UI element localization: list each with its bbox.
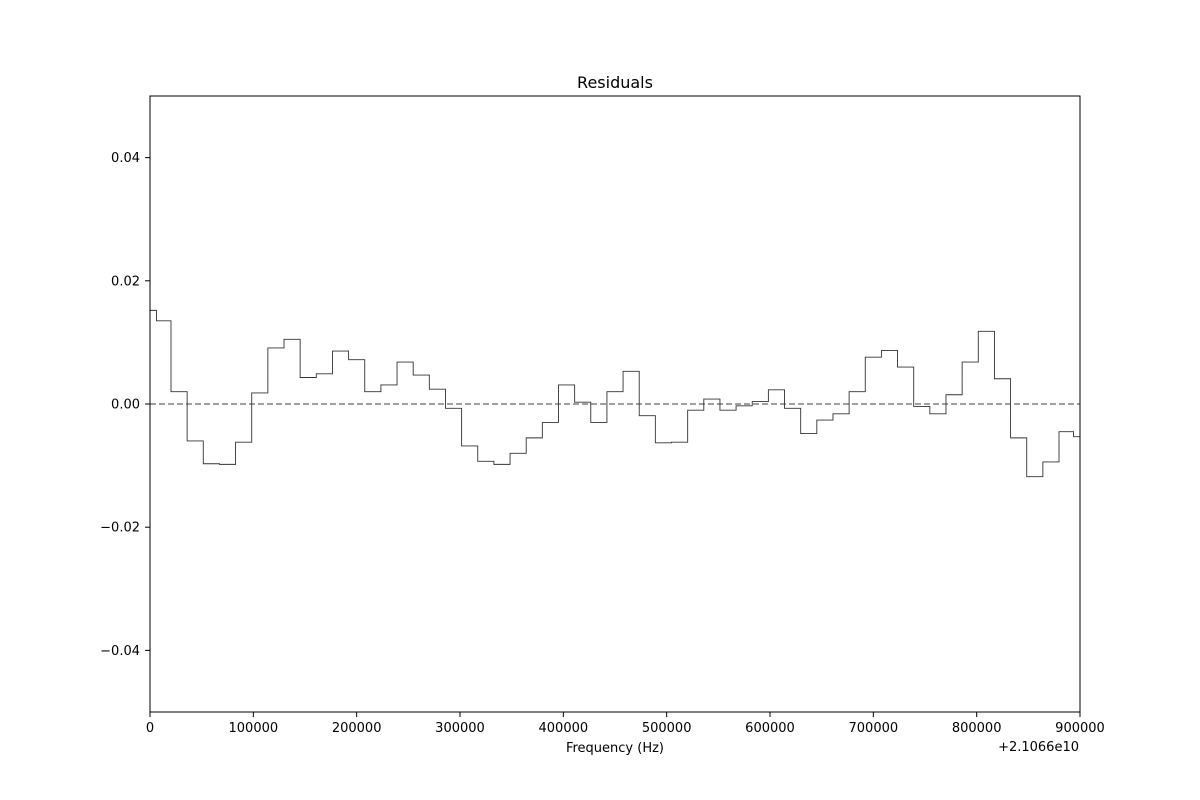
y-tick-label: −0.04 [100, 644, 140, 659]
x-axis: 0 100000 200000 300000 400000 500000 600000 700… [146, 712, 1105, 736]
x-tick-label: 900000 [1055, 721, 1105, 736]
x-tick-label: 300000 [435, 721, 485, 736]
x-tick-label: 400000 [539, 721, 589, 736]
y-tick-label: 0.04 [111, 151, 140, 166]
x-tick-label: 700000 [849, 721, 899, 736]
y-tick-label: −0.02 [100, 521, 140, 536]
x-tick-label: 800000 [952, 721, 1002, 736]
x-tick-label: 200000 [332, 721, 382, 736]
y-axis: −0.04 −0.02 0.00 0.02 0.04 [100, 151, 150, 659]
x-axis-label: Frequency (Hz) [566, 741, 664, 756]
y-tick-label: 0.02 [111, 274, 140, 289]
residual-series-line-0 [150, 309, 1080, 478]
chart-title: Residuals [577, 73, 653, 92]
x-tick-label: 100000 [229, 721, 279, 736]
x-tick-label: 500000 [642, 721, 692, 736]
x-tick-label: 0 [146, 721, 154, 736]
x-tick-label: 600000 [745, 721, 795, 736]
x-axis-offset-label: +2.1066e10 [998, 740, 1079, 755]
y-tick-label: 0.00 [111, 398, 140, 413]
